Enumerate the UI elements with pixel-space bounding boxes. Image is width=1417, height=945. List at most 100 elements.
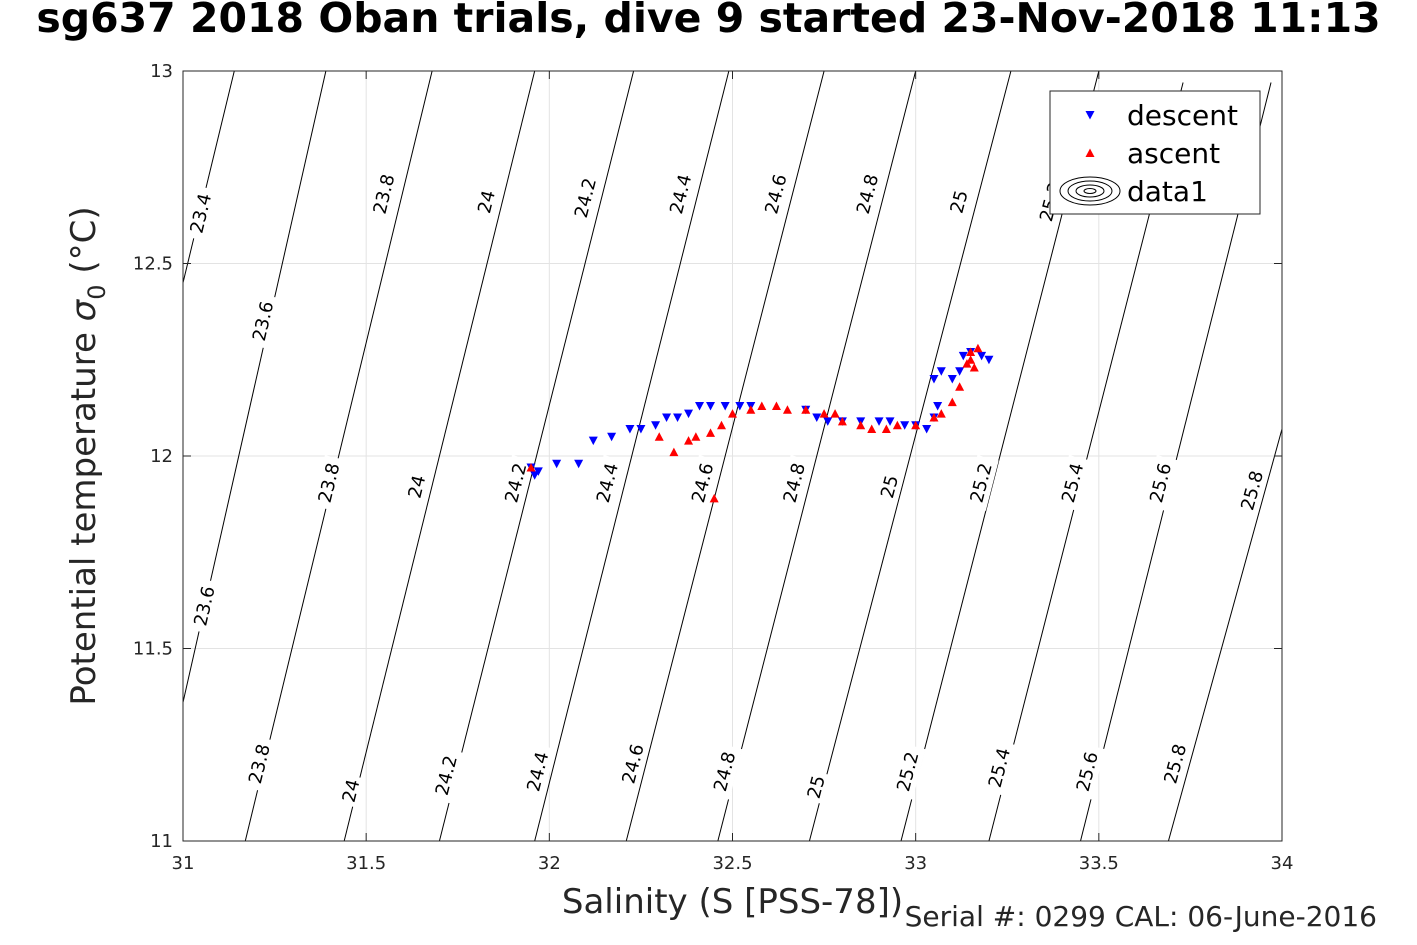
descent-point (673, 413, 683, 422)
legend-label-descent: descent (1127, 99, 1238, 132)
legend-contour-icon (1059, 176, 1121, 206)
ascent-point (867, 424, 877, 434)
legend: descent ascent data1 (1049, 90, 1261, 215)
contour-label-bg (367, 166, 402, 223)
descent-point (662, 413, 672, 422)
contour-label-bg (1158, 736, 1194, 792)
contour-label-bg (590, 455, 625, 511)
contour-label-bg (850, 166, 886, 223)
y-tick-label: 11 (150, 831, 173, 852)
ascent-point (717, 420, 727, 430)
descent-point (625, 425, 635, 434)
serial-caption: Serial #: 0299 CAL: 06-June-2016 (904, 900, 1377, 933)
contour-line (343, 71, 536, 841)
contour-line (717, 71, 917, 841)
descent-point (977, 351, 987, 361)
y-axis-label-main: Potential temperature (64, 321, 104, 705)
legend-ascent-marker (1085, 148, 1095, 157)
legend-contour-icon (1067, 180, 1113, 202)
ascent-point (830, 409, 840, 418)
contour-line (438, 71, 635, 841)
descent-point (636, 425, 646, 434)
contour-line (183, 71, 235, 283)
ascent-point (819, 409, 829, 418)
y-tick-label: 12 (150, 446, 173, 467)
contour-label-bg (312, 455, 347, 511)
ascent-point (936, 409, 946, 418)
ascent-point (837, 416, 847, 426)
legend-label-ascent: ascent (1127, 137, 1220, 170)
ascent-point (966, 355, 976, 364)
contour-label-bg (403, 469, 432, 505)
descent-point (922, 425, 932, 434)
descent-point (533, 467, 543, 476)
contour-label-bg (521, 743, 556, 800)
ascent-point (654, 432, 664, 441)
ascent-point (892, 420, 902, 430)
descent-point (552, 459, 562, 469)
legend-descent-marker (1085, 111, 1095, 120)
data-points (526, 343, 994, 503)
descent-point (574, 459, 584, 469)
x-tick-label: 32 (538, 853, 561, 874)
x-tick-label: 34 (1271, 853, 1294, 874)
contour-label-bg (499, 455, 534, 511)
legend-contour-icon (1075, 184, 1105, 198)
descent-point (955, 367, 965, 376)
ascent-point (955, 382, 965, 391)
contour-label-bg (429, 747, 464, 804)
descent-point (823, 417, 833, 426)
legend-box (1049, 90, 1261, 215)
legend-contour-icon (1083, 188, 1097, 194)
x-tick-label: 32.5 (712, 853, 752, 874)
ascent-point (669, 447, 679, 457)
ascent-point (929, 413, 939, 422)
x-tick-label: 33.5 (1079, 853, 1119, 874)
axis-ticks (182, 70, 1283, 842)
legend-label-data1: data1 (1127, 175, 1208, 208)
ascent-point (969, 362, 979, 372)
isopycnal-contours: 23.423.623.623.823.823.824242424.224.224… (183, 71, 1282, 841)
descent-point (958, 351, 968, 361)
contour-line (244, 71, 433, 841)
contour-line (625, 71, 825, 841)
contour-label-bg (1235, 462, 1271, 519)
contour-label-bg (616, 736, 651, 792)
contour-label-bg (686, 455, 721, 511)
contour-label-bg (243, 736, 277, 792)
y-axis-label-unit: (°C) (64, 206, 104, 284)
contour-label-bg (337, 773, 366, 809)
contour-label-bg (1070, 743, 1105, 800)
ascent-point (757, 401, 767, 410)
descent-point (933, 401, 943, 411)
ascent-point (709, 493, 719, 503)
contour-label-bg (568, 170, 603, 226)
contour-label-bg (1056, 455, 1091, 511)
contour-label-bg (945, 184, 975, 220)
descent-point (695, 401, 705, 411)
x-tick-label: 31 (172, 853, 195, 874)
descent-point (530, 471, 540, 480)
descent-point (651, 421, 661, 430)
descent-point (947, 375, 957, 384)
chart-title: sg637 2018 Oban trials, dive 9 started 2… (36, 0, 1381, 42)
ascent-point (706, 428, 716, 437)
contour-label-bg (247, 293, 281, 350)
contour-label-bg (708, 743, 743, 800)
ascent-point (782, 405, 792, 414)
y-tick-label: 12.5 (133, 254, 173, 275)
descent-point (607, 432, 617, 442)
contour-label-bg (982, 739, 1018, 796)
ascent-point (973, 343, 983, 353)
y-axis-label-subscript: 0 (83, 284, 111, 299)
descent-point (588, 436, 598, 446)
descent-point (984, 355, 994, 365)
ascent-point (881, 424, 891, 434)
descent-point (812, 413, 822, 422)
ascent-point (526, 463, 536, 472)
ascent-point (746, 405, 756, 414)
contour-line (1167, 428, 1282, 841)
contour-label-bg (759, 166, 794, 223)
ascent-point (728, 409, 737, 418)
ascent-point (691, 432, 701, 441)
